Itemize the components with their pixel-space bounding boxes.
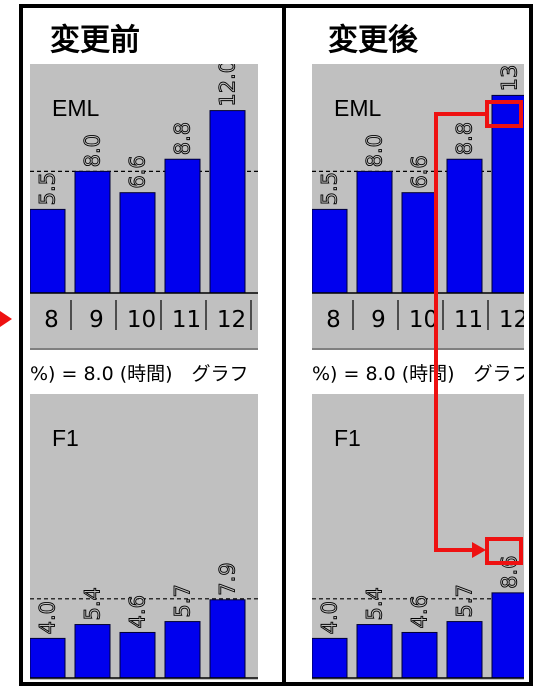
bar-value-label: 4.6	[408, 595, 432, 628]
before-status-text: %) = 8.0 (時間) グラフ	[30, 363, 249, 385]
before-eml-chart: EML 5.5 8 8.0 9 6.6 10 8.8 11 12.0 12	[30, 60, 258, 333]
after-status-row-background	[312, 350, 524, 394]
bar	[119, 631, 156, 679]
category-tick-label: 8	[326, 307, 341, 333]
bar	[74, 170, 111, 294]
category-tick-label: 12	[499, 307, 528, 333]
after-f1-chart: F1 4.0 5.4 4.6 5.7 8.6	[312, 425, 524, 679]
bar	[356, 170, 393, 294]
category-tick-label: 12	[217, 307, 246, 333]
bar-value-label: 5.5	[318, 172, 342, 205]
bar-value-label: 6.6	[408, 155, 432, 188]
after-eml-chart: EML 5.5 8 8.0 9 6.6 10 8.8 11 13 12	[312, 64, 528, 333]
chart-group-label: F1	[52, 425, 79, 451]
connector-arrowhead-icon	[472, 542, 486, 558]
bar-value-label: 5.7	[453, 584, 477, 617]
bar-value-label: 5.4	[81, 587, 105, 620]
bar	[312, 208, 348, 294]
after-status-text: %) = 8.0 (時間) グラフ	[312, 363, 531, 385]
before-panel-title: 変更前	[50, 23, 140, 58]
bar-value-label: 8.8	[453, 122, 477, 155]
bar-value-label: 13	[498, 65, 522, 92]
bar	[209, 599, 246, 679]
before-status-row-background	[30, 350, 258, 394]
bar	[164, 621, 201, 679]
bar	[30, 637, 66, 679]
bar	[164, 158, 201, 294]
bar-value-label: 4.6	[126, 595, 150, 628]
bar	[30, 208, 66, 294]
outer-frame	[19, 4, 533, 686]
bar-value-label: 8.6	[498, 555, 522, 588]
category-tick-label: 10	[409, 307, 438, 333]
category-tick-label: 8	[44, 307, 59, 333]
before-f1-chart: F1 4.0 5.4 4.6 5.7 7.9	[30, 425, 258, 679]
bar-value-label: 8.8	[171, 122, 195, 155]
bar	[312, 637, 348, 679]
bar	[401, 631, 438, 679]
bar-value-label: 6.6	[126, 155, 150, 188]
bar	[356, 624, 393, 679]
chart-group-label: EML	[52, 95, 100, 121]
category-tick-label: 11	[172, 307, 201, 333]
bar	[74, 624, 111, 679]
bar-value-label: 5.7	[171, 584, 195, 617]
after-panel-title: 変更後	[328, 23, 419, 58]
bar	[491, 592, 524, 679]
bar	[491, 94, 524, 294]
change-connector-line	[434, 112, 487, 552]
category-tick-label: 9	[371, 307, 386, 333]
bar	[446, 621, 483, 679]
bar-value-label: 8.0	[363, 134, 387, 167]
bar	[401, 192, 438, 294]
bar-value-label: 5.4	[363, 587, 387, 620]
bar	[119, 192, 156, 294]
bar-value-label: 12.0	[216, 60, 240, 107]
chart-group-label: EML	[334, 95, 382, 121]
category-tick-label: 9	[89, 307, 104, 333]
chart-group-label: F1	[334, 425, 361, 451]
bar-value-label: 8.0	[81, 134, 105, 167]
bar-value-label: 4.0	[36, 601, 60, 634]
bar	[209, 110, 246, 294]
bar-value-label: 4.0	[318, 601, 342, 634]
bar-value-label: 5.5	[36, 172, 60, 205]
pointer-arrow-icon	[0, 311, 12, 327]
category-tick-label: 11	[454, 307, 483, 333]
bar	[446, 158, 483, 294]
category-tick-label: 10	[127, 307, 156, 333]
bar-value-label: 7.9	[216, 562, 240, 595]
f1-change-highlight-box	[485, 537, 523, 565]
